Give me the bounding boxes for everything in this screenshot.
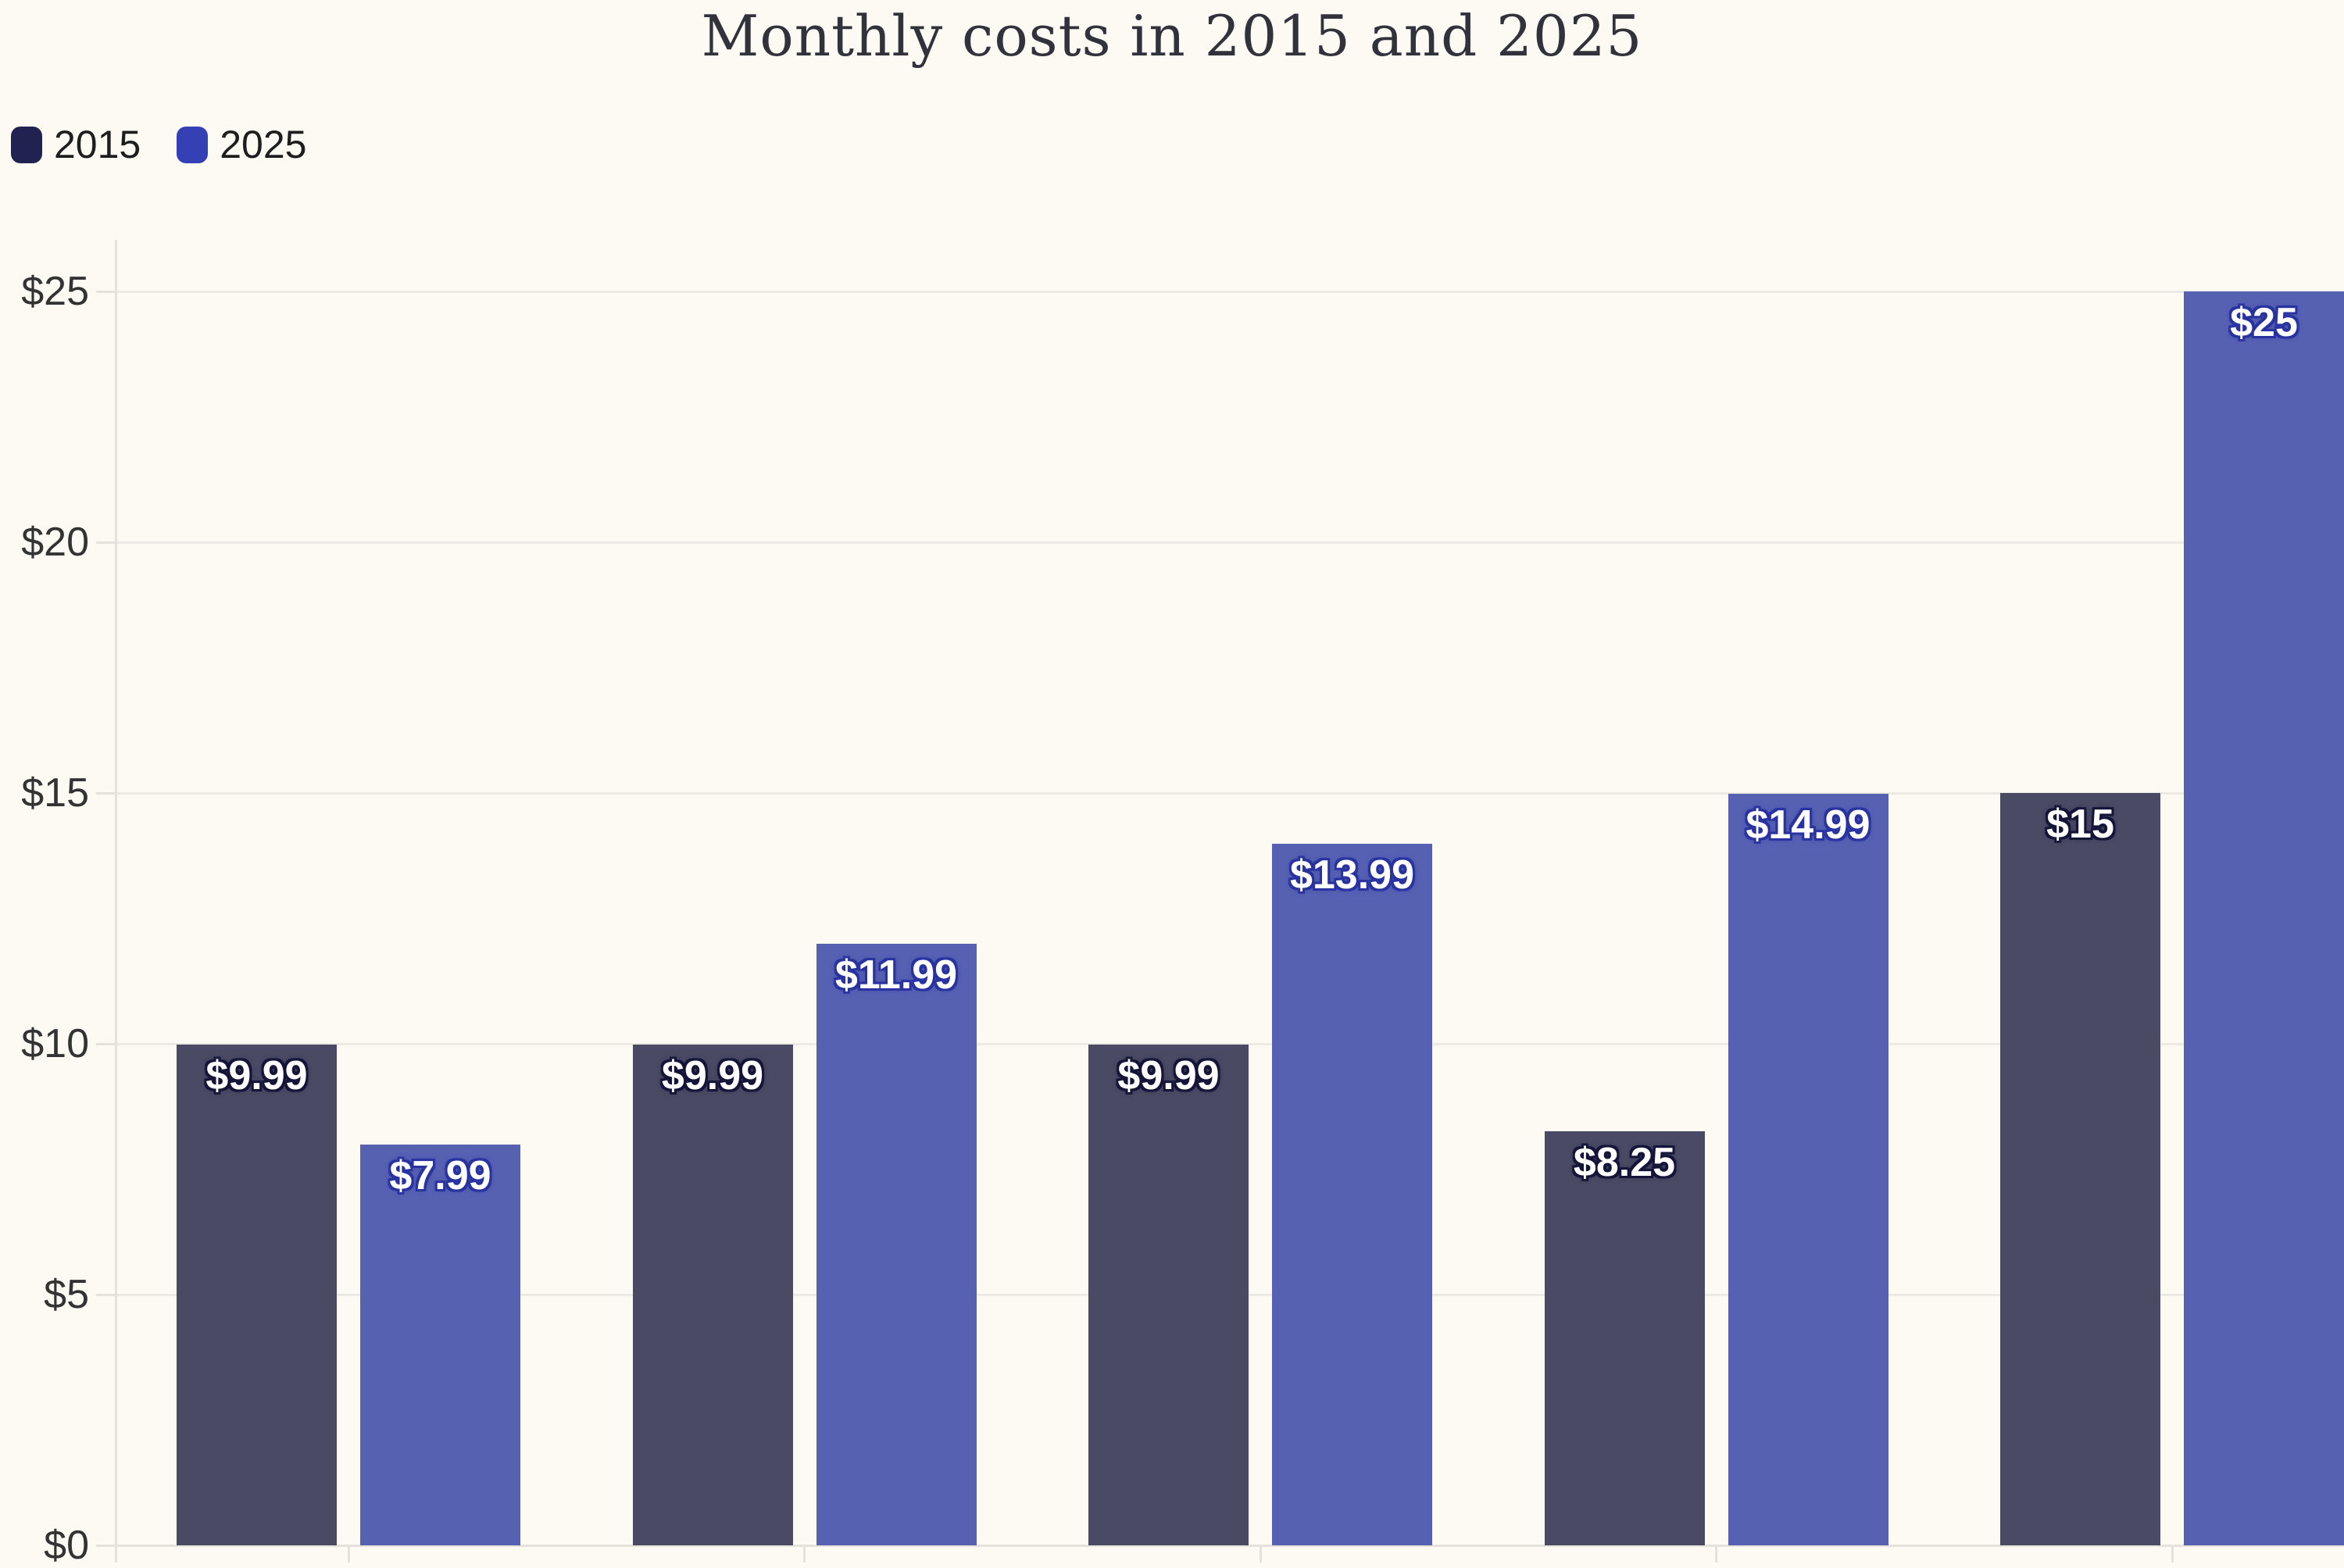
- gridline-$25: [116, 290, 2344, 293]
- x-tick: [2171, 1545, 2174, 1563]
- y-tick-label: $15: [21, 770, 89, 816]
- y-tick: [96, 1293, 116, 1296]
- legend-swatch-icon: [177, 126, 209, 163]
- legend-label: 2015: [54, 123, 141, 166]
- bar-2015-group-2[interactable]: $9.99: [632, 1044, 793, 1545]
- bar-value-label: $9.99: [661, 1052, 764, 1098]
- bar-2025-group-5[interactable]: $25: [2184, 291, 2344, 1545]
- bar-value-label: $11.99: [834, 952, 958, 998]
- bar-2015-group-1[interactable]: $9.99: [177, 1044, 337, 1545]
- legend-label: 2025: [220, 123, 307, 166]
- bar-value-label: $15: [2046, 802, 2114, 847]
- y-tick-label: $5: [44, 1272, 89, 1317]
- bar-2025-group-4[interactable]: $14.99: [1728, 793, 1888, 1545]
- bar-value-label: $7.99: [389, 1153, 491, 1199]
- y-tick-label: $0: [44, 1523, 89, 1568]
- y-tick: [96, 1042, 116, 1045]
- gridline-$15: [116, 791, 2344, 795]
- y-tick: [96, 1544, 116, 1547]
- bar-value-label: $25: [2230, 300, 2298, 345]
- gridline-$20: [116, 541, 2344, 544]
- chart-title: Monthly costs in 2015 and 2025: [701, 3, 1643, 69]
- y-tick-label: $25: [21, 269, 89, 314]
- bar-2025-group-2[interactable]: $11.99: [816, 944, 977, 1545]
- legend-swatch-icon: [11, 126, 42, 163]
- x-axis-line: [116, 1544, 2344, 1547]
- bar-value-label: $9.99: [205, 1052, 308, 1098]
- y-tick: [96, 791, 116, 795]
- x-tick: [1715, 1545, 1717, 1563]
- bar-2025-group-1[interactable]: $7.99: [360, 1145, 520, 1545]
- legend-item-2025[interactable]: 2025: [177, 122, 306, 167]
- bar-2015-group-5[interactable]: $15: [2000, 793, 2160, 1545]
- legend: 2015 2025: [11, 122, 306, 167]
- y-tick-label: $10: [21, 1021, 89, 1066]
- bar-2025-group-3[interactable]: $13.99: [1272, 843, 1432, 1545]
- y-tick: [96, 541, 116, 544]
- bar-value-label: $8.25: [1573, 1140, 1676, 1186]
- x-tick: [1259, 1545, 1262, 1563]
- bar-value-label: $14.99: [1745, 802, 1871, 848]
- bar-2015-group-3[interactable]: $9.99: [1088, 1044, 1249, 1545]
- bar-value-label: $13.99: [1289, 852, 1415, 898]
- x-tick: [803, 1545, 806, 1563]
- y-axis-line: [114, 240, 117, 1563]
- gridline-$10: [116, 1042, 2344, 1045]
- y-tick-label: $20: [21, 520, 89, 565]
- x-tick: [347, 1545, 350, 1563]
- bar-2015-group-4[interactable]: $8.25: [1544, 1131, 1705, 1545]
- legend-item-2015[interactable]: 2015: [11, 122, 141, 167]
- y-tick: [96, 290, 116, 293]
- bar-value-label: $9.99: [1117, 1052, 1220, 1098]
